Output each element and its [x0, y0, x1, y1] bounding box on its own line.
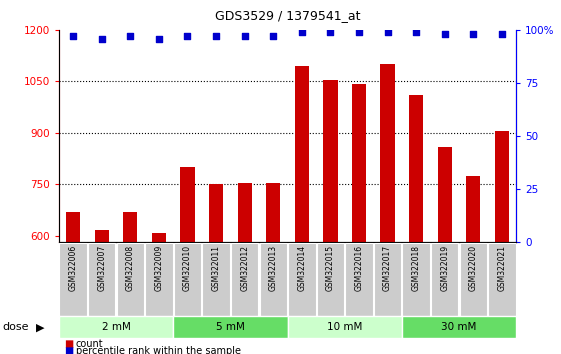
Point [240, 34, 249, 39]
Bar [231, 243, 259, 316]
Bar [402, 315, 516, 338]
Bar [237, 183, 252, 242]
Text: GSM322006: GSM322006 [68, 245, 77, 291]
Bar [209, 184, 223, 242]
Text: 5 mM: 5 mM [216, 321, 245, 332]
Bar [117, 243, 144, 316]
Bar [260, 243, 287, 316]
Text: count: count [76, 339, 103, 349]
Point [469, 32, 478, 37]
Bar [145, 243, 173, 316]
Text: GSM322013: GSM322013 [269, 245, 278, 291]
Bar [374, 243, 401, 316]
Bar [66, 212, 80, 242]
Point [68, 34, 77, 39]
Point [154, 36, 163, 41]
Bar [173, 315, 288, 338]
Point [126, 34, 135, 39]
Text: GSM322011: GSM322011 [211, 245, 220, 291]
Point [355, 29, 364, 35]
Point [211, 34, 220, 39]
Text: GSM322010: GSM322010 [183, 245, 192, 291]
Text: GSM322008: GSM322008 [126, 245, 135, 291]
Point [440, 32, 449, 37]
Text: GSM322009: GSM322009 [154, 245, 163, 291]
Point [269, 34, 278, 39]
Bar [402, 243, 430, 316]
Point [97, 36, 106, 41]
Text: 2 mM: 2 mM [102, 321, 131, 332]
Bar [152, 233, 166, 242]
Bar [59, 315, 173, 338]
Bar [174, 243, 201, 316]
Bar [345, 243, 373, 316]
Text: GSM322021: GSM322021 [498, 245, 507, 291]
Bar [409, 95, 423, 242]
Bar [295, 66, 309, 242]
Text: GSM322012: GSM322012 [240, 245, 249, 291]
Bar [352, 84, 366, 242]
Text: GSM322017: GSM322017 [383, 245, 392, 291]
Text: ■: ■ [65, 339, 73, 349]
Text: GSM322016: GSM322016 [355, 245, 364, 291]
Text: percentile rank within the sample: percentile rank within the sample [76, 346, 241, 354]
Point [383, 29, 392, 35]
Bar [59, 243, 87, 316]
Text: ■: ■ [65, 346, 73, 354]
Bar [266, 183, 280, 242]
Text: GSM322020: GSM322020 [469, 245, 478, 291]
Bar [323, 80, 338, 242]
Text: 30 mM: 30 mM [442, 321, 477, 332]
Point [412, 29, 421, 35]
Bar [488, 243, 516, 316]
Text: GSM322014: GSM322014 [297, 245, 306, 291]
Bar [438, 147, 452, 242]
Text: ▶: ▶ [36, 322, 45, 332]
Text: 10 mM: 10 mM [327, 321, 362, 332]
Bar [466, 176, 480, 242]
Bar [95, 230, 109, 242]
Text: GSM322007: GSM322007 [97, 245, 106, 291]
Bar [380, 64, 395, 242]
Text: GSM322015: GSM322015 [326, 245, 335, 291]
Bar [123, 212, 137, 242]
Text: GSM322018: GSM322018 [412, 245, 421, 291]
Bar [203, 243, 230, 316]
Bar [288, 243, 315, 316]
Point [297, 29, 306, 35]
Bar [459, 243, 487, 316]
Text: GSM322019: GSM322019 [440, 245, 449, 291]
Bar [288, 315, 402, 338]
Bar [316, 243, 344, 316]
Point [326, 29, 335, 35]
Point [498, 32, 507, 37]
Bar [88, 243, 116, 316]
Point [183, 34, 192, 39]
Text: dose: dose [3, 322, 29, 332]
Bar [495, 131, 509, 242]
Bar [180, 167, 195, 242]
Bar [431, 243, 458, 316]
Text: GDS3529 / 1379541_at: GDS3529 / 1379541_at [215, 9, 360, 22]
